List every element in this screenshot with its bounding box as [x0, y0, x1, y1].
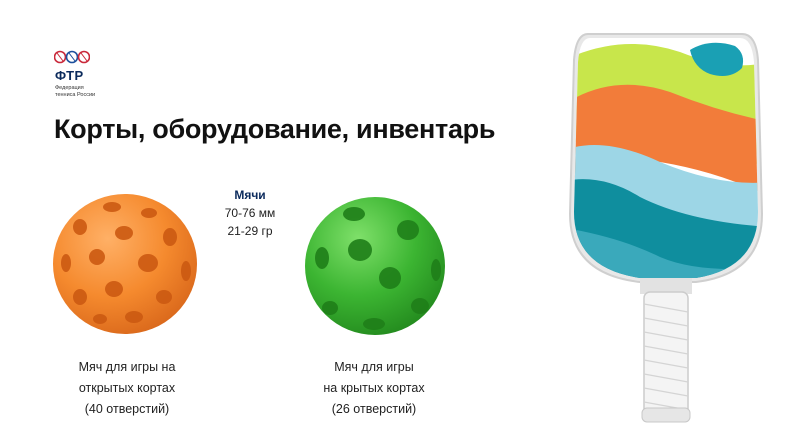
caption-line: Мяч для игры — [334, 360, 414, 374]
logo-emblem-icon — [54, 50, 90, 64]
outdoor-ball-caption: Мяч для игры на открытых кортах (40 отве… — [52, 357, 202, 420]
ball-specs: Мячи 70-76 мм 21-29 гр — [200, 186, 300, 240]
outdoor-ball-image — [53, 194, 197, 334]
specs-heading: Мячи — [234, 188, 266, 202]
logo-subtitle-line2: тенниса России — [55, 91, 96, 98]
caption-line: Мяч для игры на — [78, 360, 176, 374]
logo-subtitle-line1: Федерация — [55, 85, 84, 91]
specs-diameter: 70-76 мм — [224, 206, 276, 220]
logo-abbreviation: ФТР — [55, 68, 84, 83]
caption-line: открытых кортах — [78, 381, 176, 395]
caption-line: на крытых кортах — [323, 381, 425, 395]
indoor-ball-image — [305, 197, 445, 335]
logo-subtitle: Федерация тенниса России — [55, 85, 115, 98]
slide-title: Корты, оборудование, инвентарь — [54, 114, 496, 144]
paddle-image — [568, 33, 764, 423]
indoor-ball-caption: Мяч для игры на крытых кортах (26 отверс… — [296, 357, 452, 420]
ftr-logo: ФТР Федерация тенниса России — [54, 50, 114, 100]
specs-weight: 21-29 гр — [227, 224, 273, 238]
caption-line: (26 отверстий) — [331, 402, 417, 416]
caption-line: (40 отверстий) — [84, 402, 170, 416]
